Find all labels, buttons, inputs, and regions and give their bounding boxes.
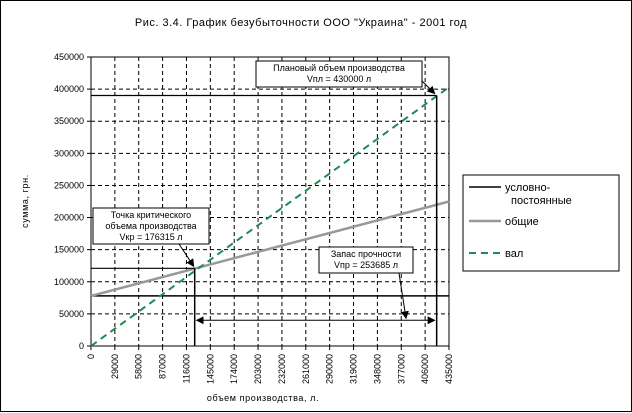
x-tick-label: 58000 [134,354,144,379]
annotation-arrow-1 [421,80,436,95]
x-tick-label: 116000 [181,354,191,383]
legend-label: вал [505,248,523,260]
annotation-box-1 [255,60,423,88]
annotation-text: Vкр = 176315 л [120,232,183,242]
y-tick-label: 350000 [54,116,84,126]
y-tick-label: 200000 [54,213,84,223]
plot-area [91,57,449,346]
annotation-text: Запас прочности [331,249,401,259]
annotation-text: Vпл = 430000 л [307,74,371,84]
x-tick-label: 319000 [349,354,359,384]
series-line-2 [90,200,450,298]
y-tick-label: 250000 [54,180,84,190]
x-tick-label: 261000 [301,354,311,384]
legend-label: условно- [505,182,551,194]
chart-title: Рис. 3.4. График безубыточности ООО "Укр… [135,17,467,29]
y-tick-label: 400000 [54,84,84,94]
x-tick-label: 174000 [229,354,239,384]
legend: условно-постоянные общие вал [462,174,620,272]
y-axis-label: сумма, грн. [20,174,30,228]
annotation-text: объема производства [105,221,196,231]
x-tick-label: 29000 [110,354,120,379]
series-line-3 [90,86,450,347]
annotation-arrow-3 [398,272,409,320]
x-tick-label: 203000 [253,354,263,384]
legend-label: общие [505,216,539,228]
y-tick-label: 150000 [54,245,84,255]
annotation-text: Точка критического [111,210,191,220]
x-tick-label: 232000 [277,354,287,384]
x-tick-label: 377000 [396,354,406,384]
annotation-text: Плановый объем производства [273,63,405,73]
x-tick-label: 145000 [205,354,215,384]
legend-box [462,174,620,272]
annotation-box-2 [92,207,210,245]
annotation-text: Vпр = 253685 л [334,260,398,270]
x-tick-label: 435000 [444,354,454,384]
y-tick-label: 300000 [54,148,84,158]
x-tick-label: 290000 [325,354,335,384]
x-tick-label: 348000 [372,354,382,384]
annotation-arrow-2 [178,243,195,268]
annotation-box-3 [318,246,414,274]
y-tick-label: 50000 [59,309,84,319]
x-tick-label: 406000 [420,354,430,384]
x-axis-label: объем производства, л. [207,393,319,403]
legend-label-line2: постоянные [511,195,572,207]
y-tick-label: 100000 [54,277,84,287]
y-tick-label: 0 [79,341,84,351]
x-tick-label: 0 [86,354,96,359]
x-tick-label: 87000 [158,354,168,379]
y-tick-label: 450000 [54,52,84,62]
